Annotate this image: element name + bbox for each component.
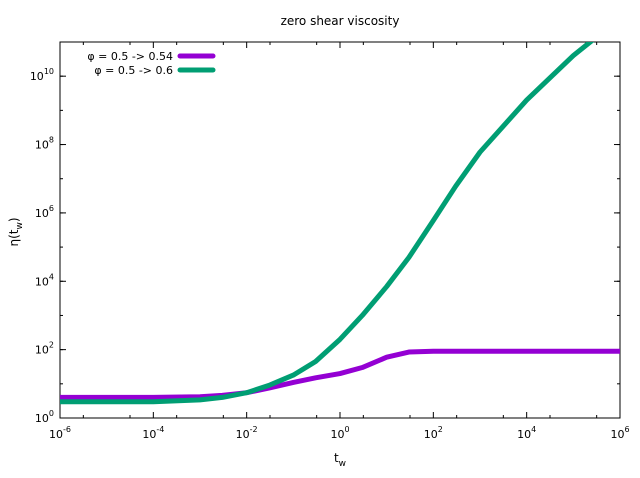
x-tick-label: 102 <box>424 425 443 441</box>
x-axis-label: tw <box>334 451 346 469</box>
axes <box>59 41 621 419</box>
y-tick-label: 102 <box>35 341 54 357</box>
y-tick-label: 108 <box>35 136 54 152</box>
y-tick-label: 106 <box>35 204 54 220</box>
x-tick-label: 104 <box>517 425 536 441</box>
legend-label-2: φ = 0.5 -> 0.6 <box>94 64 173 77</box>
series-layer <box>60 42 620 405</box>
plot-border <box>59 41 621 419</box>
x-tick-label: 10-4 <box>142 425 164 441</box>
legend-label-1: φ = 0.5 -> 0.54 <box>87 50 173 63</box>
legend: φ = 0.5 -> 0.54φ = 0.5 -> 0.6 <box>87 50 216 77</box>
x-tick-label: 10-6 <box>49 425 71 441</box>
ticks: 10-6 10-4 10-2 100 102 104 106 100 102 104 106 108 1… <box>30 41 630 441</box>
y-tick-label: 100 <box>35 409 54 425</box>
y-tick-label: 104 <box>35 272 54 288</box>
series-line-2 <box>60 42 595 405</box>
y-tick-label: 1010 <box>30 67 54 83</box>
x-tick-label: 100 <box>330 425 349 441</box>
x-tick-label: 10-2 <box>236 425 258 441</box>
series-line-1 <box>60 348 620 400</box>
y-axis-label: η(tw) <box>7 217 25 246</box>
chart-title: zero shear viscosity <box>281 14 400 28</box>
x-tick-label: 106 <box>610 425 629 441</box>
